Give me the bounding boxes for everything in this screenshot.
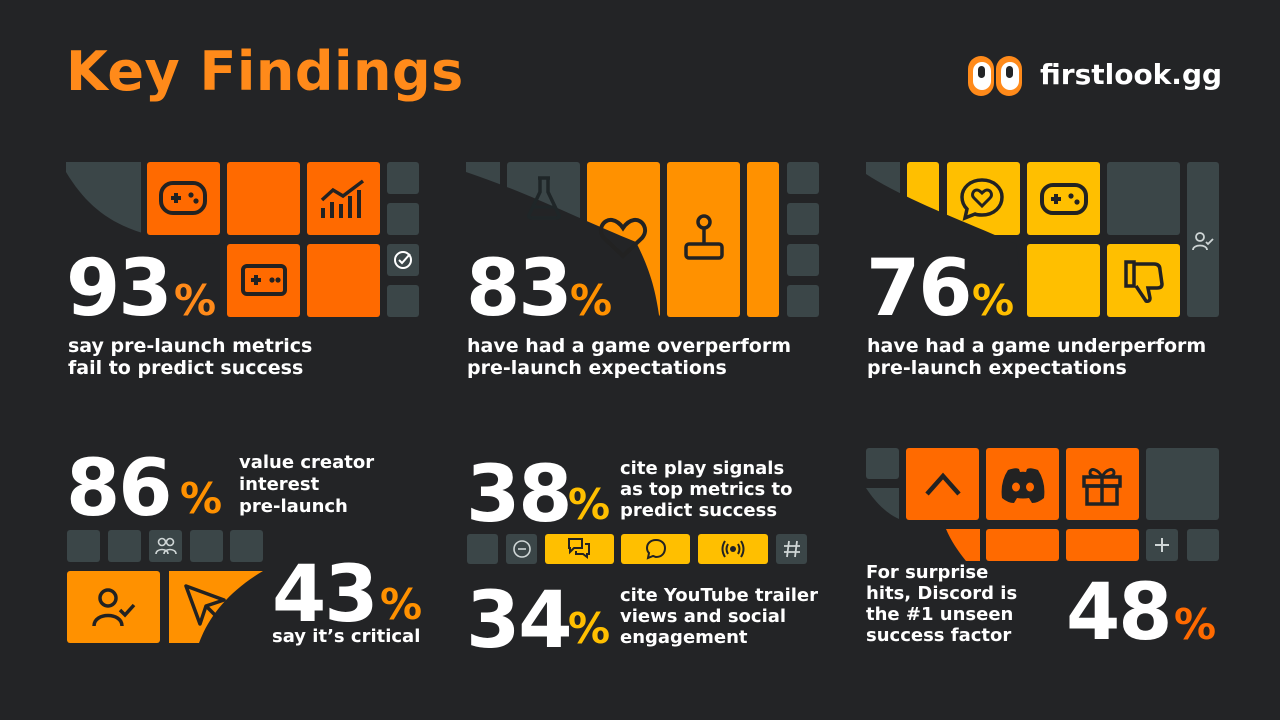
chat-heart-icon	[960, 178, 1004, 221]
stat-caption: hits, Discord is	[866, 583, 1018, 604]
gift-icon	[1082, 468, 1122, 506]
tile	[1066, 529, 1139, 561]
plus-icon	[1155, 538, 1169, 552]
tile	[307, 162, 380, 235]
tile	[387, 162, 419, 194]
stat-caption: pre-launch expectations	[467, 357, 727, 379]
broadcast-icon	[721, 540, 745, 558]
gamepad-icon	[1040, 183, 1088, 215]
stat-caption: For surprise	[866, 562, 989, 583]
gamepad-icon	[241, 264, 287, 296]
hash-icon	[784, 540, 800, 558]
tile	[227, 162, 300, 235]
chevron-up-icon	[925, 472, 961, 496]
tile	[467, 534, 498, 564]
tile	[108, 530, 141, 562]
stat-caption: views and social	[620, 606, 787, 627]
stat-caption: say it’s critical	[272, 626, 421, 647]
stat-caption: cite play signals	[620, 458, 785, 479]
swoosh-shape	[466, 162, 660, 322]
thumbs-down-icon	[1124, 260, 1164, 303]
user-check-icon	[1192, 232, 1214, 251]
user-check-icon	[92, 588, 136, 627]
tile	[190, 530, 223, 562]
tile	[67, 571, 160, 643]
tile	[1107, 244, 1180, 317]
stat-unit: %	[972, 276, 1015, 325]
chat-icon	[568, 538, 590, 559]
stat-caption: as top metrics to	[620, 479, 793, 500]
stat-caption: value creator	[239, 452, 375, 473]
stat-unit: %	[380, 580, 423, 629]
swoosh-shape	[866, 162, 1026, 322]
tile	[1146, 448, 1219, 520]
flask-icon	[527, 176, 561, 220]
tile	[387, 285, 419, 317]
swoosh-shape	[946, 529, 980, 561]
stat-caption: cite YouTube trailer	[620, 585, 819, 606]
tile	[387, 203, 419, 235]
stat-value: 93	[66, 244, 173, 334]
eyes-logo-icon	[968, 56, 1022, 96]
stat-value: 83	[466, 244, 573, 334]
tile	[1027, 244, 1100, 317]
stat-caption: engagement	[620, 627, 748, 648]
tile	[866, 448, 899, 479]
stat-caption: interest	[239, 474, 320, 495]
tile	[149, 530, 182, 562]
stat-value: 48	[1066, 568, 1173, 658]
users-icon	[155, 537, 177, 555]
tile	[787, 244, 819, 276]
stat-value: 34	[466, 576, 573, 666]
stat-caption: pre-launch expectations	[867, 357, 1127, 379]
brand-name: firstlook.gg	[1040, 58, 1223, 91]
send-icon	[184, 584, 226, 626]
stat-caption: have had a game overperform	[467, 335, 791, 357]
discord-icon	[1001, 468, 1045, 503]
tile	[787, 162, 819, 194]
stat-caption: fail to predict success	[68, 357, 304, 379]
stat-unit: %	[570, 276, 613, 325]
chat-icon	[513, 540, 531, 558]
swoosh-shape	[866, 488, 899, 519]
stat-value: 43	[272, 550, 379, 640]
stat-caption: say pre-launch metrics	[68, 335, 313, 357]
tile	[776, 534, 807, 564]
check-icon	[394, 251, 412, 269]
tile	[787, 203, 819, 235]
swoosh-shape	[66, 162, 216, 322]
tile	[1107, 162, 1180, 235]
tile	[787, 285, 819, 317]
tile	[307, 244, 380, 317]
stat-caption: predict success	[620, 500, 778, 521]
stat-value: 86	[66, 444, 173, 534]
tile	[227, 244, 300, 317]
stat-caption: the #1 unseen	[866, 604, 1014, 625]
page-title: Key Findings	[66, 40, 464, 103]
chart-icon	[320, 179, 365, 218]
stat-unit: %	[180, 474, 223, 523]
tile	[1187, 529, 1219, 561]
tile	[67, 530, 100, 562]
stat-caption: pre-launch	[239, 496, 348, 517]
stat-unit: %	[1174, 600, 1217, 649]
tile	[387, 244, 419, 276]
stat-caption: have had a game underperform	[867, 335, 1207, 357]
stat-unit: %	[174, 276, 217, 325]
stat-value: 38	[466, 450, 573, 540]
gamepad-icon	[159, 181, 207, 215]
tile	[906, 448, 979, 520]
stat-unit: %	[568, 604, 611, 653]
tile	[986, 529, 1059, 561]
joystick-icon	[684, 214, 724, 260]
tile	[747, 162, 779, 317]
stat-caption: success factor	[866, 625, 1012, 646]
tile	[621, 534, 690, 564]
chat-icon	[645, 538, 667, 560]
stat-unit: %	[568, 480, 611, 529]
stat-value: 76	[866, 244, 973, 334]
tile	[230, 530, 263, 562]
heart-icon	[599, 217, 647, 259]
